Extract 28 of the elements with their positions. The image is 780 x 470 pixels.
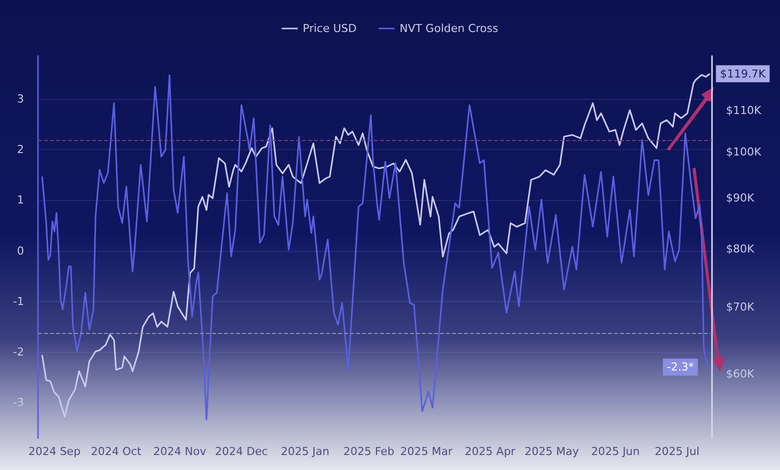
x-tick-label: 2024 Oct xyxy=(90,445,142,458)
x-tick-label: 2025 Jan xyxy=(280,445,330,458)
x-tick-label: 2024 Dec xyxy=(215,445,268,458)
x-tick-label: 2024 Nov xyxy=(153,445,207,458)
y-tick-label: 3 xyxy=(17,92,24,106)
y-tick-label: 0 xyxy=(17,244,24,258)
x-tick-label: 2025 Jul xyxy=(654,445,700,458)
x-tick-label: 2025 Feb xyxy=(343,445,394,458)
y-tick-label: 2 xyxy=(17,143,24,156)
y2-tick-label: $60K xyxy=(726,368,755,381)
y2-tick-label: $70K xyxy=(726,300,755,314)
y-tick-label: 1 xyxy=(17,194,24,207)
y-tick-label: -2 xyxy=(13,345,24,358)
y-tick-label: -1 xyxy=(13,294,24,308)
x-tick-label: 2024 Sep xyxy=(28,445,81,458)
y2-tick-label: $90K xyxy=(726,191,755,204)
legend-label: Price USD xyxy=(302,22,357,35)
y-tick-label: -3 xyxy=(13,396,24,410)
x-tick-label: 2025 Apr xyxy=(464,445,516,458)
data-label: $119.7K xyxy=(720,67,766,80)
x-tick-label: 2025 May xyxy=(524,445,580,458)
x-tick-label: 2025 Jun xyxy=(591,445,640,458)
y2-tick-label: $80K xyxy=(726,242,755,256)
x-tick-label: 2025 Mar xyxy=(400,445,453,458)
y2-tick-label: $110K xyxy=(726,104,762,118)
data-label: -2.3* xyxy=(666,360,694,374)
y2-tick-label: $100K xyxy=(726,145,762,158)
legend-label: NVT Golden Cross xyxy=(400,22,499,35)
